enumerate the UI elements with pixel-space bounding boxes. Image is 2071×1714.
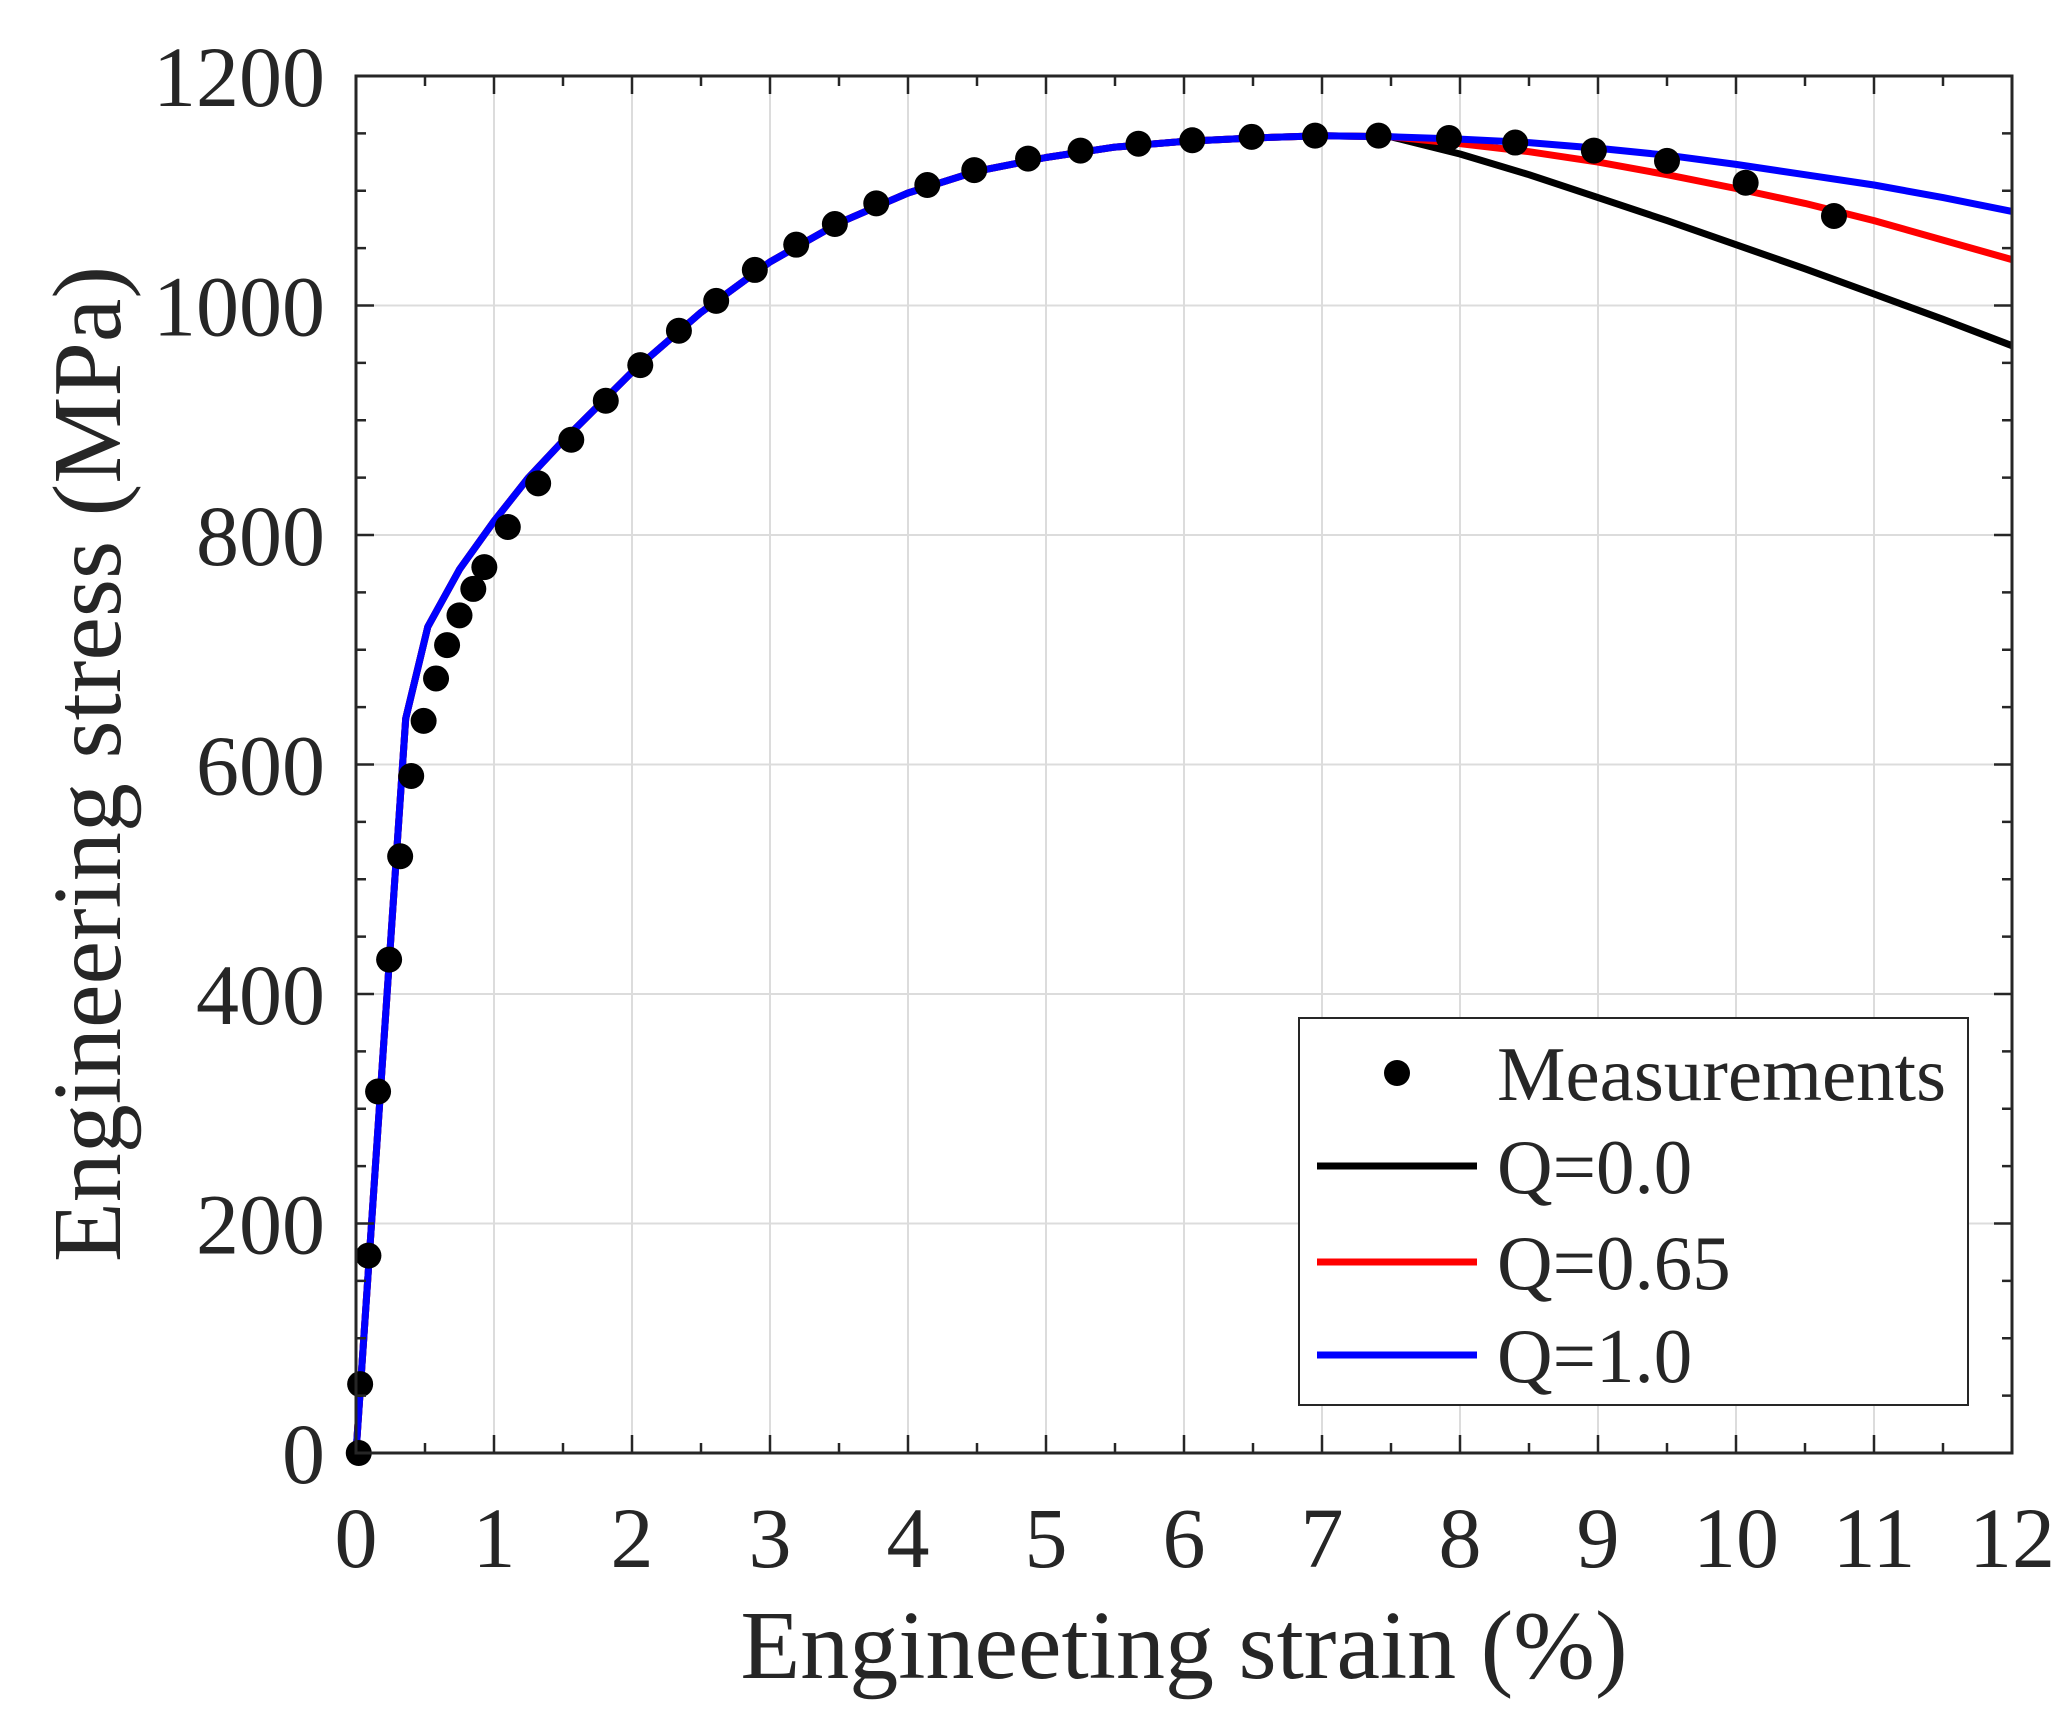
y-tick-label: 1200 — [153, 29, 325, 125]
y-tick-label: 800 — [196, 488, 325, 584]
measurement-point — [387, 843, 414, 870]
x-tick-label: 3 — [749, 1490, 792, 1586]
measurement-point — [471, 554, 498, 581]
x-tick-label: 1 — [473, 1490, 516, 1586]
measurement-point — [1365, 122, 1392, 149]
y-tick-label: 0 — [282, 1406, 325, 1502]
x-tick-label: 0 — [335, 1490, 378, 1586]
y-tick-label: 1000 — [153, 259, 325, 355]
measurement-point — [961, 157, 988, 184]
measurement-point — [1502, 129, 1529, 156]
legend-marker-measurements — [1384, 1060, 1410, 1086]
x-tick-label: 10 — [1693, 1490, 1779, 1586]
measurement-point — [494, 513, 521, 540]
x-tick-label: 2 — [611, 1490, 654, 1586]
measurement-point — [525, 470, 552, 497]
measurement-point — [1435, 124, 1462, 151]
x-tick-label: 5 — [1025, 1490, 1068, 1586]
measurement-point — [434, 632, 461, 659]
x-tick-label: 8 — [1439, 1490, 1482, 1586]
legend-box — [1298, 1017, 1969, 1406]
measurement-point — [1067, 137, 1094, 164]
y-tick-label: 400 — [196, 947, 325, 1043]
measurement-point — [1732, 169, 1759, 196]
measurement-point — [1654, 147, 1680, 174]
legend-label-measurements: Measurements — [1497, 1031, 1946, 1117]
measurement-point — [446, 602, 473, 629]
measurement-point — [410, 707, 437, 734]
y-tick-label: 200 — [196, 1177, 325, 1273]
measurement-point — [1125, 130, 1152, 157]
measurement-point — [627, 352, 654, 379]
x-tick-label: 9 — [1577, 1490, 1620, 1586]
measurement-point — [558, 426, 585, 453]
measurement-point — [1179, 127, 1206, 154]
x-tick-label: 4 — [887, 1490, 930, 1586]
legend-label-q1: Q=1.0 — [1497, 1313, 1692, 1399]
measurement-point — [783, 231, 810, 258]
measurement-point — [821, 211, 848, 238]
measurement-point — [665, 317, 692, 344]
x-tick-label: 6 — [1163, 1490, 1206, 1586]
x-axis-label: Engineeting strain (%) — [740, 1592, 1627, 1700]
measurement-point — [703, 287, 730, 314]
measurement-point — [1015, 145, 1042, 172]
plot-series — [345, 122, 2014, 1466]
measurement-point — [423, 665, 450, 692]
legend-label-q065: Q=0.65 — [1497, 1220, 1731, 1306]
x-tick-label: 11 — [1833, 1490, 1916, 1586]
y-axis-label: Engineering stress (MPa) — [34, 266, 142, 1262]
measurement-point — [355, 1242, 382, 1269]
measurement-point — [376, 946, 403, 973]
measurement-point — [1820, 202, 1847, 229]
measurement-point — [365, 1078, 392, 1105]
series-line-q-1-0 — [352, 132, 2013, 1454]
x-tick-label: 12 — [1969, 1490, 2055, 1586]
y-tick-label: 600 — [196, 718, 325, 814]
measurement-point — [741, 256, 768, 283]
legend: Measurements Q=0.0 Q=0.65 Q=1.0 — [1298, 1017, 1969, 1406]
measurement-point — [863, 190, 890, 217]
measurement-point — [398, 762, 425, 789]
measurement-point — [1238, 123, 1265, 150]
measurement-point — [592, 387, 619, 414]
measurement-point — [1580, 137, 1607, 164]
measurement-point — [1302, 122, 1329, 149]
measurement-point — [914, 172, 941, 199]
x-tick-label: 7 — [1301, 1490, 1344, 1586]
measurement-point — [347, 1371, 374, 1398]
legend-label-q0: Q=0.0 — [1497, 1124, 1692, 1210]
measurement-point — [460, 575, 487, 602]
